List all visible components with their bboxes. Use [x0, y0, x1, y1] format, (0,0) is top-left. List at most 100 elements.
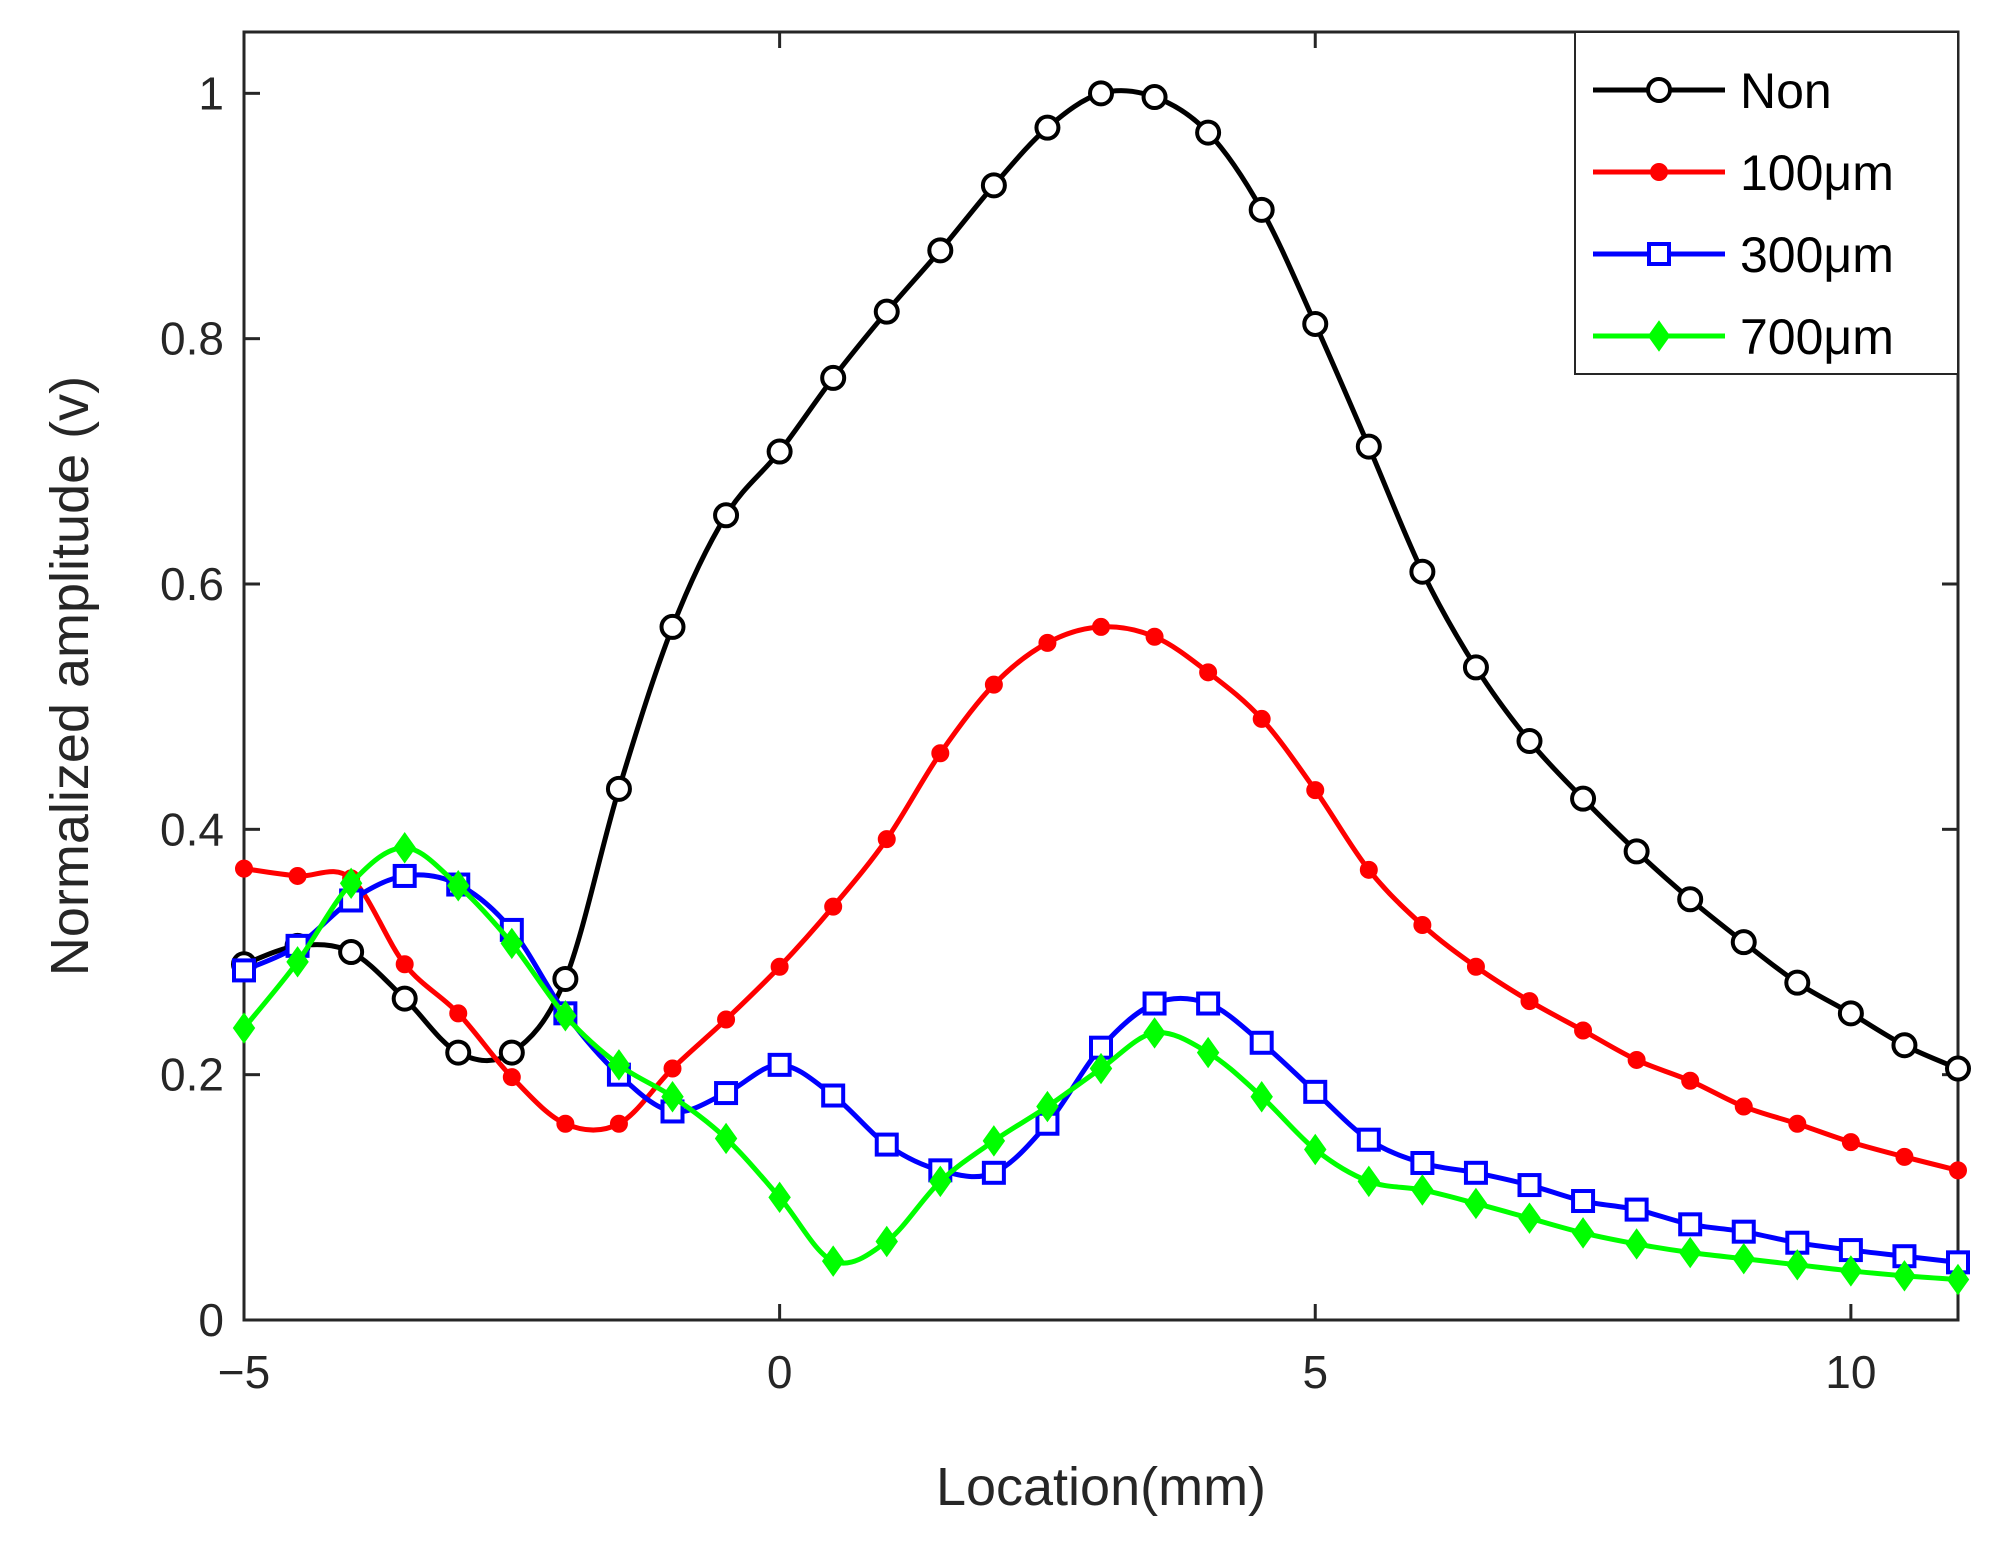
data-point	[981, 1160, 1006, 1185]
data-point	[1036, 1090, 1059, 1123]
data-point	[1516, 728, 1543, 755]
data-point	[877, 830, 896, 849]
series-2	[235, 617, 1967, 1180]
data-point	[392, 863, 417, 888]
data-point	[1520, 992, 1539, 1011]
data-point	[1410, 1150, 1435, 1175]
data-point	[339, 867, 363, 900]
legend-marker	[1647, 242, 1671, 266]
data-point	[766, 438, 793, 465]
data-point	[1413, 916, 1432, 935]
data-point	[445, 1039, 472, 1066]
y-tick-label: 0.2	[160, 1049, 224, 1101]
data-point	[1302, 310, 1329, 337]
series-4	[232, 832, 1970, 1296]
data-point	[1895, 1147, 1914, 1166]
legend: Non 100μm 300μm 700μm	[1574, 31, 1959, 375]
data-point	[605, 775, 632, 802]
data-point	[1678, 1212, 1703, 1237]
data-point	[1089, 1052, 1113, 1085]
x-tick-label: −5	[218, 1346, 270, 1398]
data-point	[1356, 1127, 1381, 1152]
data-point	[286, 946, 309, 978]
data-point	[338, 939, 365, 965]
data-point	[1571, 1189, 1596, 1214]
data-point	[927, 237, 954, 264]
data-point	[663, 1059, 682, 1078]
data-point	[1464, 1187, 1488, 1220]
data-point	[395, 955, 414, 974]
data-point	[1839, 1255, 1863, 1287]
legend-marker	[1646, 77, 1672, 103]
data-point	[609, 1114, 628, 1133]
legend-label: 100μm	[1740, 145, 1894, 201]
data-point	[661, 1081, 684, 1113]
y-tick-label: 0.6	[160, 558, 224, 610]
data-point	[1409, 558, 1436, 585]
y-tick-label: 1	[198, 67, 224, 119]
data-point	[1034, 114, 1061, 141]
data-point	[447, 870, 470, 902]
data-point	[714, 1081, 739, 1106]
data-point	[1355, 433, 1382, 460]
data-point	[768, 1181, 791, 1214]
data-point	[1466, 957, 1485, 976]
data-point	[449, 1004, 468, 1023]
data-point	[552, 965, 579, 992]
legend-label: 700μm	[1740, 309, 1894, 365]
x-axis-label: Location(mm)	[936, 1457, 1266, 1517]
data-point	[1625, 1228, 1648, 1260]
data-point	[607, 1049, 631, 1081]
data-point	[502, 1068, 521, 1087]
data-point	[1088, 80, 1114, 107]
data-point	[1145, 627, 1164, 646]
y-axis-label: Normalized amplitude (v)	[40, 376, 100, 976]
data-point	[1949, 1161, 1967, 1180]
data-point	[714, 1122, 738, 1155]
data-point	[1463, 1160, 1488, 1185]
data-point	[1142, 991, 1167, 1016]
series-line	[242, 872, 1959, 1265]
data-point	[1730, 929, 1757, 956]
y-tick-label: 0	[198, 1294, 224, 1346]
data-point	[1945, 1055, 1971, 1082]
data-point	[767, 1052, 792, 1077]
data-point	[1624, 1197, 1649, 1222]
data-point	[1946, 1263, 1970, 1296]
data-point	[1788, 1114, 1807, 1133]
data-point	[980, 172, 1007, 199]
data-point	[1678, 1236, 1702, 1269]
y-tick-label: 0.4	[160, 803, 224, 855]
data-point	[1518, 1202, 1541, 1234]
data-point	[713, 502, 740, 529]
series-layer	[231, 80, 1971, 1296]
data-point	[659, 613, 686, 640]
data-point	[1250, 1081, 1273, 1113]
data-point	[820, 364, 847, 391]
data-point	[982, 1125, 1006, 1157]
data-point	[1891, 1032, 1918, 1059]
series-3	[232, 863, 1970, 1275]
data-point	[1306, 781, 1325, 800]
data-point	[1784, 969, 1811, 996]
legend-label: 300μm	[1740, 227, 1894, 283]
data-point	[1732, 1242, 1755, 1275]
data-point	[821, 1245, 845, 1277]
data-point	[391, 985, 418, 1012]
data-point	[821, 1083, 846, 1108]
data-point	[929, 1165, 952, 1198]
x-tick-label: 0	[767, 1346, 793, 1398]
x-tick-label: 10	[1825, 1346, 1876, 1398]
data-point	[1734, 1097, 1753, 1116]
data-point	[1570, 785, 1597, 812]
data-point	[824, 897, 843, 916]
data-point	[1359, 860, 1378, 879]
data-point	[1627, 1050, 1646, 1069]
data-point	[770, 957, 789, 976]
data-point	[556, 1114, 575, 1133]
data-point	[1143, 1017, 1166, 1049]
data-point	[1196, 1036, 1220, 1069]
data-point	[1462, 654, 1489, 681]
y-tick-label: 0.8	[160, 313, 224, 365]
